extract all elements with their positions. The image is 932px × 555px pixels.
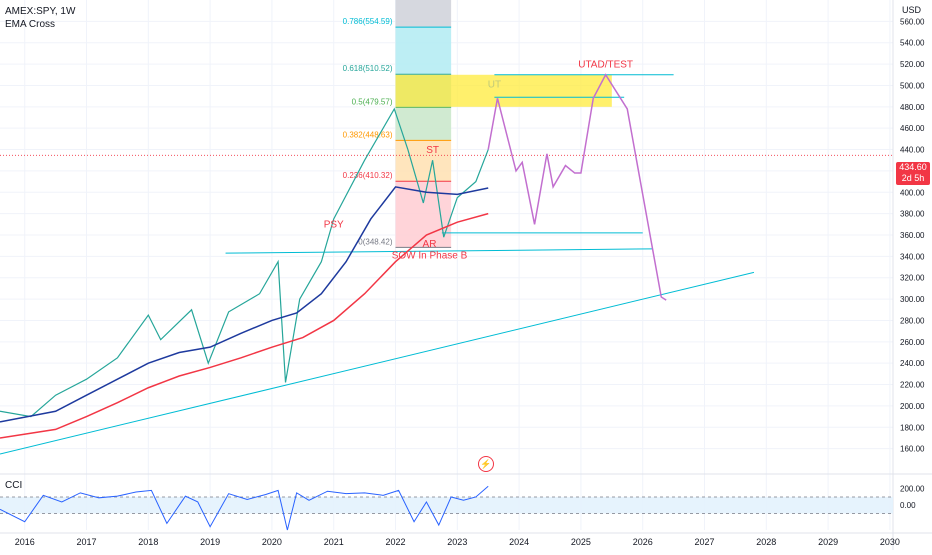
y-tick-label: 220.00: [900, 381, 925, 390]
trendline: [225, 248, 652, 254]
series-ema-slow: [0, 212, 489, 439]
currency-label: USD: [902, 5, 922, 15]
y-tick-label: 540.00: [900, 39, 925, 48]
annotation-label: UTAD/TEST: [578, 59, 633, 70]
x-tick-label: 2016: [15, 537, 35, 547]
y-tick-label: 400.00: [900, 188, 925, 197]
fib-zone-top: [395, 0, 452, 28]
fib-level-label: 0.618(510.52): [343, 64, 393, 73]
y-tick-label: 340.00: [900, 252, 925, 261]
fib-level-label: 0.5(479.57): [352, 97, 393, 106]
fib-level-label: 0.786(554.59): [343, 17, 393, 26]
series-spy: [0, 107, 489, 418]
y-tick-label: 560.00: [900, 17, 925, 26]
fib-level-label: 0.236(410.32): [343, 171, 393, 180]
cci-line: [0, 485, 489, 531]
symbol-title[interactable]: AMEX:SPY, 1W: [5, 6, 76, 17]
cci-band: [0, 496, 893, 514]
series-ema-fast: [0, 186, 489, 423]
y-tick-label: 520.00: [900, 60, 925, 69]
y-tick-label: 460.00: [900, 124, 925, 133]
annotation-label: AR: [423, 239, 437, 250]
y-tick-label: 300.00: [900, 295, 925, 304]
x-tick-label: 2017: [77, 537, 97, 547]
current-price: 434.60: [899, 162, 927, 172]
x-tick-label: 2020: [262, 537, 282, 547]
y-tick-label: 180.00: [900, 423, 925, 432]
fib-level-label: 0(348.42): [358, 237, 393, 246]
y-tick-label: 240.00: [900, 359, 925, 368]
cci-title[interactable]: CCI: [5, 480, 23, 491]
fib-level-label: 0.382(448.63): [343, 130, 393, 139]
fib-zone: [395, 107, 452, 141]
y-tick-label: 480.00: [900, 103, 925, 112]
indicator-title[interactable]: EMA Cross: [5, 19, 56, 30]
cci-tick-label: 0.00: [900, 501, 916, 510]
ut-zone: [395, 74, 612, 107]
annotation-label: ST: [426, 145, 439, 156]
x-tick-label: 2029: [818, 537, 838, 547]
x-tick-label: 2023: [447, 537, 467, 547]
fib-zone: [395, 27, 452, 75]
x-tick-label: 2028: [756, 537, 776, 547]
x-tick-label: 2019: [200, 537, 220, 547]
x-tick-label: 2027: [694, 537, 714, 547]
x-tick-label: 2021: [324, 537, 344, 547]
bar-countdown: 2d 5h: [901, 173, 925, 183]
cci-tick-label: 200.00: [900, 485, 925, 494]
y-tick-label: 160.00: [900, 445, 925, 454]
x-tick-label: 2024: [509, 537, 529, 547]
x-tick-label: 2026: [633, 537, 653, 547]
series-projection: [487, 73, 667, 301]
current-price-badge: 434.60 2d 5h: [896, 162, 930, 185]
annotation-label: PSY: [324, 220, 344, 231]
y-tick-label: 320.00: [900, 274, 925, 283]
y-tick-label: 380.00: [900, 210, 925, 219]
x-tick-label: 2030: [880, 537, 900, 547]
y-tick-label: 200.00: [900, 402, 925, 411]
y-tick-label: 360.00: [900, 231, 925, 240]
y-tick-label: 280.00: [900, 316, 925, 325]
annotation-label: UT: [488, 80, 501, 91]
y-tick-label: 440.00: [900, 146, 925, 155]
x-tick-label: 2025: [571, 537, 591, 547]
x-tick-label: 2018: [138, 537, 158, 547]
price-axis-bg: [893, 0, 932, 550]
chart-legend: AMEX:SPY, 1W EMA Cross: [5, 5, 75, 31]
x-tick-label: 2022: [385, 537, 405, 547]
y-tick-label: 260.00: [900, 338, 925, 347]
y-tick-label: 500.00: [900, 81, 925, 90]
annotation-label: SOW In Phase B: [392, 251, 468, 262]
trendline: [0, 271, 755, 455]
lightning-icon[interactable]: ⚡: [478, 456, 494, 472]
fib-zone: [395, 140, 452, 182]
